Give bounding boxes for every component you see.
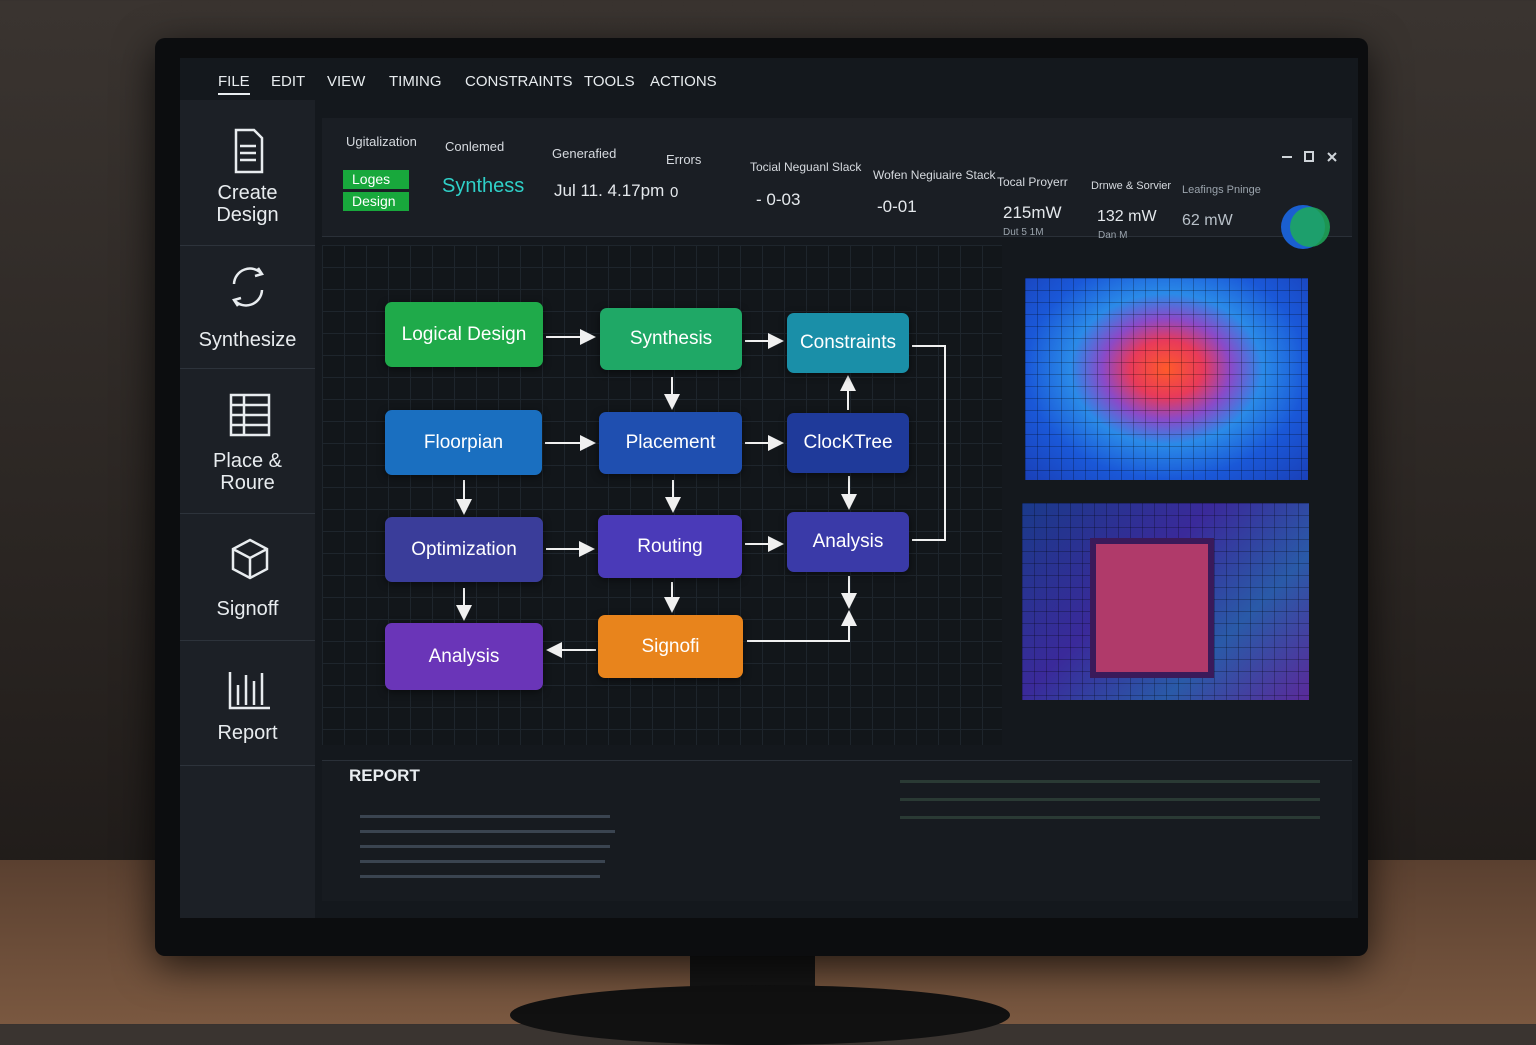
header-sub: Dan M (1098, 230, 1128, 241)
report-row (360, 830, 615, 833)
header-label: Conlemed (445, 139, 505, 154)
sidebar-item[interactable]: Report (217, 722, 278, 744)
header-value: 0 (670, 184, 679, 201)
sidebar-item[interactable]: Place & Roure (213, 450, 282, 494)
report-row (360, 875, 600, 878)
sidebar-item[interactable]: Synthesize (198, 329, 297, 351)
menu-item[interactable]: TIMING (389, 73, 442, 90)
window-controls (1281, 151, 1337, 249)
divider (180, 640, 315, 641)
divider (180, 765, 315, 766)
header-label: Drnwe & Sorvier (1091, 180, 1172, 192)
report-row (900, 780, 1320, 783)
flow-node[interactable]: ClocKTree (787, 413, 909, 473)
header-value: 62 mW (1182, 212, 1233, 229)
status-badge: Design (343, 192, 409, 211)
divider (180, 513, 315, 514)
header-label: Generafied (552, 146, 617, 161)
flow-node[interactable]: Optimization (385, 517, 543, 582)
report-title: REPORT (349, 766, 420, 785)
header-label: Wofen Negiuaire Stack (873, 168, 996, 182)
sidebar-item[interactable]: Create Design (216, 182, 279, 226)
menu-item[interactable]: VIEW (327, 73, 366, 90)
menu-item[interactable]: EDIT (271, 73, 306, 90)
report-row (360, 845, 610, 848)
chip-core (1090, 538, 1214, 678)
header-value: -0-01 (877, 197, 917, 216)
flow-node[interactable]: Analysis (787, 512, 909, 572)
sidebar-item[interactable]: Signoff (216, 598, 279, 620)
flow-node[interactable]: Routing (598, 515, 742, 578)
header-value: Jul 11. 4.17pm (554, 181, 665, 200)
header-label: Errors (666, 152, 702, 167)
header-value: - 0-03 (756, 190, 801, 209)
flow-arrows (456, 329, 946, 658)
flow-node[interactable]: Constraints (787, 313, 909, 373)
header-label: Tocal Proyerr (997, 175, 1068, 189)
header-value: 132 mW (1097, 208, 1157, 225)
header-sub: Dut 5 1M (1003, 227, 1044, 238)
menu-item[interactable]: ACTIONS (650, 73, 717, 90)
divider (180, 368, 315, 369)
report-row (360, 815, 610, 818)
header-label: Tocial Neguanl Slack (750, 160, 862, 174)
menu-item[interactable]: TOOLS (584, 73, 635, 90)
flow-node[interactable]: Signofi (598, 615, 743, 678)
header-label: Leafings Pninge (1182, 184, 1261, 196)
status-header (322, 118, 1352, 237)
header-value: Synthess (442, 175, 525, 197)
menu-item[interactable]: FILE (218, 73, 250, 95)
status-badge: Loges (343, 170, 409, 189)
heatmap (1025, 278, 1308, 480)
flow-node[interactable]: Analysis (385, 623, 543, 690)
flow-node[interactable]: Logical Design (385, 302, 543, 367)
report-row (900, 816, 1320, 819)
menu-item[interactable]: CONSTRAINTS (465, 73, 573, 90)
report-row (360, 860, 605, 863)
flow-node[interactable]: Floorpian (385, 410, 542, 475)
sidebar (180, 100, 315, 918)
sidebar-icons (228, 128, 271, 710)
flow-node[interactable]: Placement (599, 412, 742, 474)
flow-node[interactable]: Synthesis (600, 308, 742, 370)
header-value: 215mW (1003, 203, 1062, 222)
report-row (900, 798, 1320, 801)
header-label: Ugitalization (346, 134, 417, 149)
divider (180, 245, 315, 246)
